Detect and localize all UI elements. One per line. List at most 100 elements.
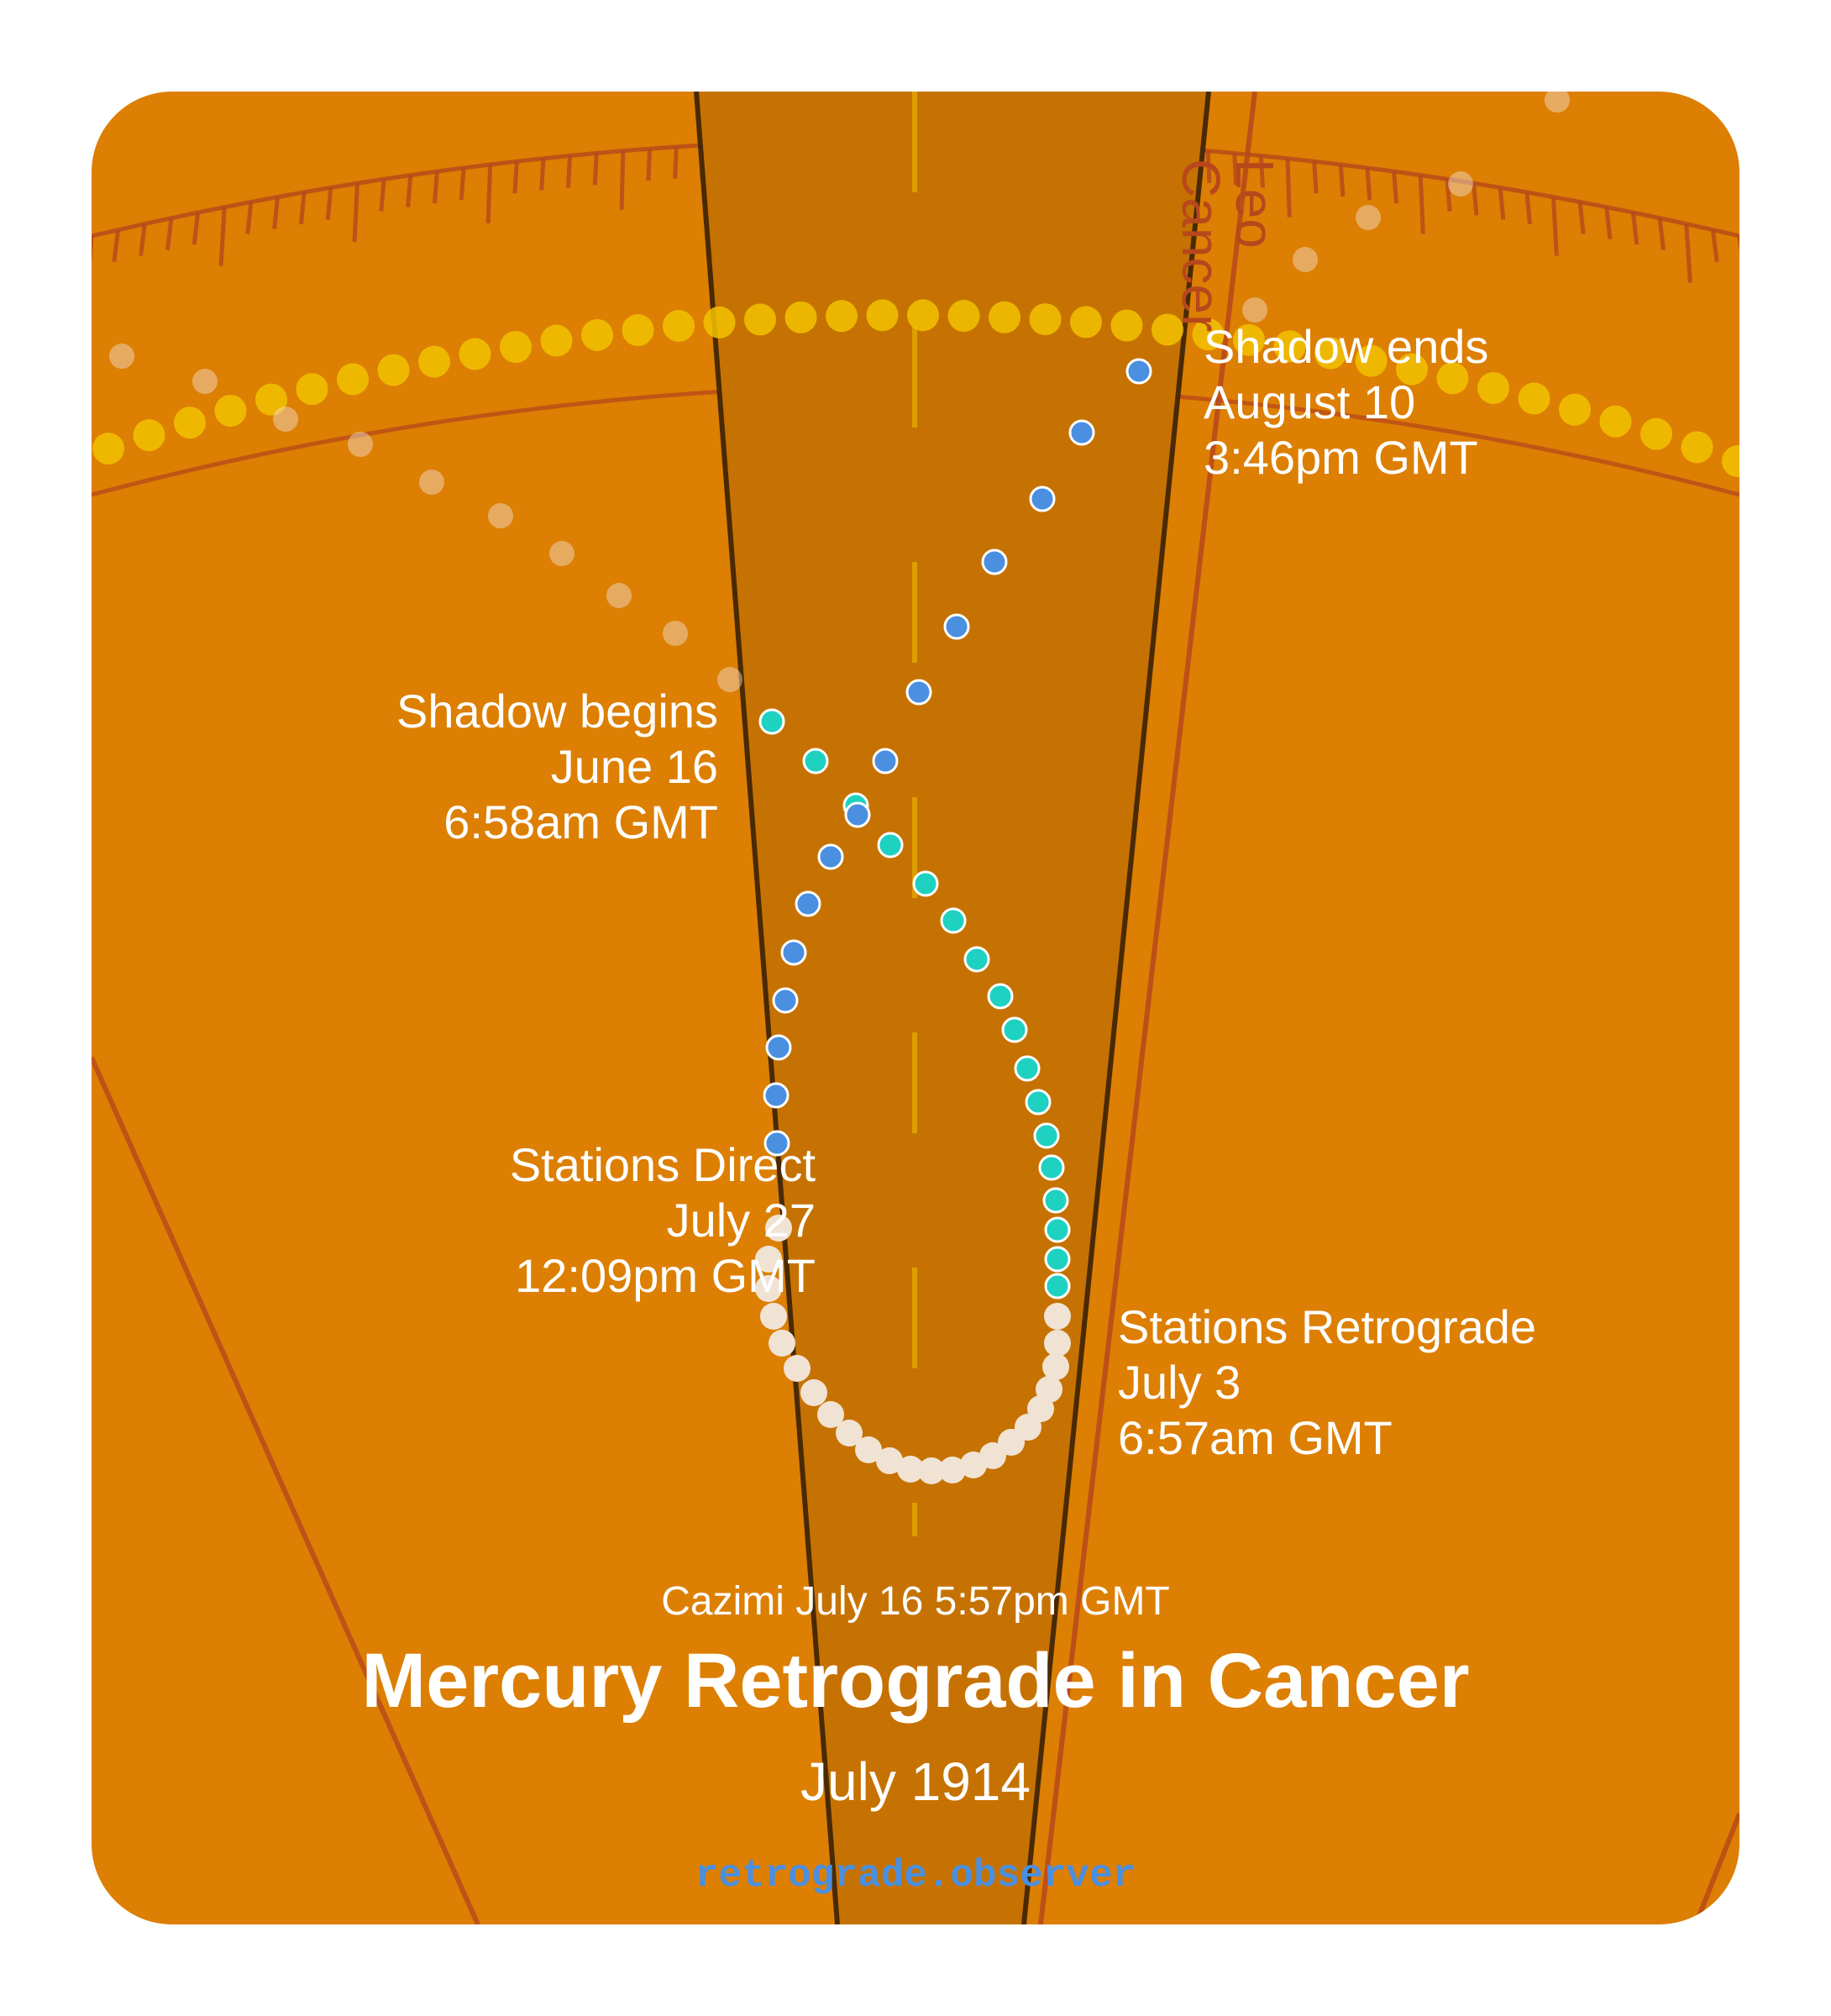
faint-position-dot xyxy=(488,503,513,528)
faint-position-dot xyxy=(606,583,632,608)
mercury-post-shadow-dot xyxy=(981,549,1008,575)
sign-label-cancer: Cancer xyxy=(1171,159,1231,333)
retrograde-band xyxy=(696,92,1209,1924)
ruler-tick xyxy=(1604,207,1613,239)
ruler-tick xyxy=(165,218,174,250)
sun-position-dot xyxy=(1273,330,1306,363)
retrograde-card: Leo Cancer Shadow begins June 16 6:58am … xyxy=(92,92,1739,1924)
sun-position-dot xyxy=(540,324,573,357)
sun-position-dot xyxy=(1599,405,1632,438)
ruler-tick xyxy=(1338,164,1346,197)
ruler-tick xyxy=(1577,202,1586,234)
sun-position-dot xyxy=(989,301,1020,333)
faint-position-dot xyxy=(663,621,688,646)
mercury-pre-shadow-dot xyxy=(1044,1246,1071,1273)
mercury-post-shadow-dot xyxy=(795,890,821,917)
sun-position-dot xyxy=(1477,371,1509,404)
mercury-post-shadow-dot xyxy=(817,843,844,870)
mercury-retrograde-dot xyxy=(1044,1303,1071,1330)
faint-position-dot xyxy=(348,432,373,457)
sun-position-dot xyxy=(337,363,369,396)
mercury-retrograde-dot xyxy=(836,1420,863,1446)
ruler-tick xyxy=(619,150,626,210)
faint-position-dot xyxy=(1356,205,1381,230)
mercury-post-shadow-dot xyxy=(905,679,932,706)
ruler-tick xyxy=(1365,167,1372,201)
label-line: Stations Retrograde xyxy=(1118,1300,1537,1353)
mercury-post-shadow-dot xyxy=(1029,486,1056,512)
faint-position-dot xyxy=(419,470,444,495)
label-shadow-begins: Shadow begins June 16 6:58am GMT xyxy=(396,684,718,850)
ruler-tick xyxy=(112,229,121,262)
sun-position-dot xyxy=(500,331,532,364)
mercury-pre-shadow-dot xyxy=(877,832,904,858)
mercury-post-shadow-dot xyxy=(780,939,807,966)
faint-position-dot xyxy=(1293,247,1318,272)
sun-position-dot xyxy=(947,300,980,333)
ruler-tick xyxy=(1550,197,1559,256)
mercury-retrograde-dot xyxy=(998,1429,1025,1456)
label-line: Stations Direct xyxy=(509,1138,816,1191)
sun-position-dot xyxy=(1070,306,1102,339)
sun-position-dot xyxy=(663,309,695,342)
faint-position-dot xyxy=(273,407,298,432)
label-line: 3:46pm GMT xyxy=(1204,431,1478,484)
ruler-tick xyxy=(566,155,573,188)
faint-position-dot xyxy=(192,369,218,394)
mercury-post-shadow-dot xyxy=(1125,358,1152,385)
zodiac-scene xyxy=(92,92,1739,1924)
mercury-pre-shadow-dot xyxy=(1044,1273,1071,1299)
mercury-retrograde-dot xyxy=(769,1330,795,1357)
ruler-tick xyxy=(218,207,227,266)
mercury-pre-shadow-dot xyxy=(987,983,1014,1010)
ruler-tick xyxy=(1445,179,1452,212)
mercury-path xyxy=(755,358,1152,1484)
band-edge-left xyxy=(694,92,840,1924)
mercury-retrograde-dot xyxy=(765,1215,792,1242)
band-edge-right xyxy=(1021,92,1211,1924)
sun-position-dot xyxy=(418,345,450,378)
sun-position-dot xyxy=(1681,431,1713,464)
mercury-pre-shadow-dot xyxy=(963,946,990,973)
ruler-tick xyxy=(245,202,254,234)
ruler-tick xyxy=(1498,187,1506,220)
ruler-tick xyxy=(485,164,493,223)
sun-position-dot xyxy=(907,299,939,332)
mercury-post-shadow-dot xyxy=(772,987,799,1014)
mercury-retrograde-dot xyxy=(960,1452,987,1478)
site-link[interactable]: retrograde.observer xyxy=(695,1854,1136,1898)
mercury-retrograde-dot xyxy=(784,1355,811,1382)
sign-boundary-left xyxy=(92,1056,480,1924)
label-line: 6:58am GMT xyxy=(443,795,718,848)
mercury-pre-shadow-dot xyxy=(912,870,939,897)
ruler-tick xyxy=(673,146,679,179)
mercury-retrograde-dot xyxy=(1042,1353,1069,1380)
faint-position-dot xyxy=(1242,297,1267,323)
ruler-tick xyxy=(539,158,546,191)
mercury-post-shadow-dot xyxy=(763,1082,790,1109)
sun-position-dot xyxy=(1436,362,1469,395)
label-line: Shadow ends xyxy=(1204,320,1489,373)
faint-position-dot xyxy=(1448,171,1473,197)
ruler-tick xyxy=(139,223,147,256)
mercury-pre-shadow-dot xyxy=(1025,1089,1052,1116)
cazimi-note: Cazimi July 16 5:57pm GMT xyxy=(661,1579,1170,1624)
sun-position-dot xyxy=(1559,393,1591,426)
sun-position-dot xyxy=(1518,382,1550,415)
ruler-tick xyxy=(1312,161,1319,194)
sun-position-dot xyxy=(1029,303,1062,336)
faint-position-dot xyxy=(549,541,574,566)
label-shadow-ends: Shadow ends August 10 3:46pm GMT xyxy=(1204,319,1488,486)
ruler-tick xyxy=(432,171,439,204)
ruler-tick xyxy=(459,167,466,201)
ruler-tick xyxy=(298,192,307,225)
ruler-tick xyxy=(1392,171,1399,204)
mercury-pre-shadow-dot xyxy=(1044,1216,1071,1243)
mercury-pre-shadow-dot xyxy=(1038,1154,1065,1181)
mercury-post-shadow-dot xyxy=(765,1034,792,1061)
faint-trail xyxy=(109,92,1570,692)
mercury-pre-shadow-dot xyxy=(1033,1122,1060,1149)
mercury-pre-shadow-dot xyxy=(1042,1187,1069,1214)
sun-position-dot xyxy=(255,383,287,416)
mercury-pre-shadow-dot xyxy=(1014,1055,1041,1082)
